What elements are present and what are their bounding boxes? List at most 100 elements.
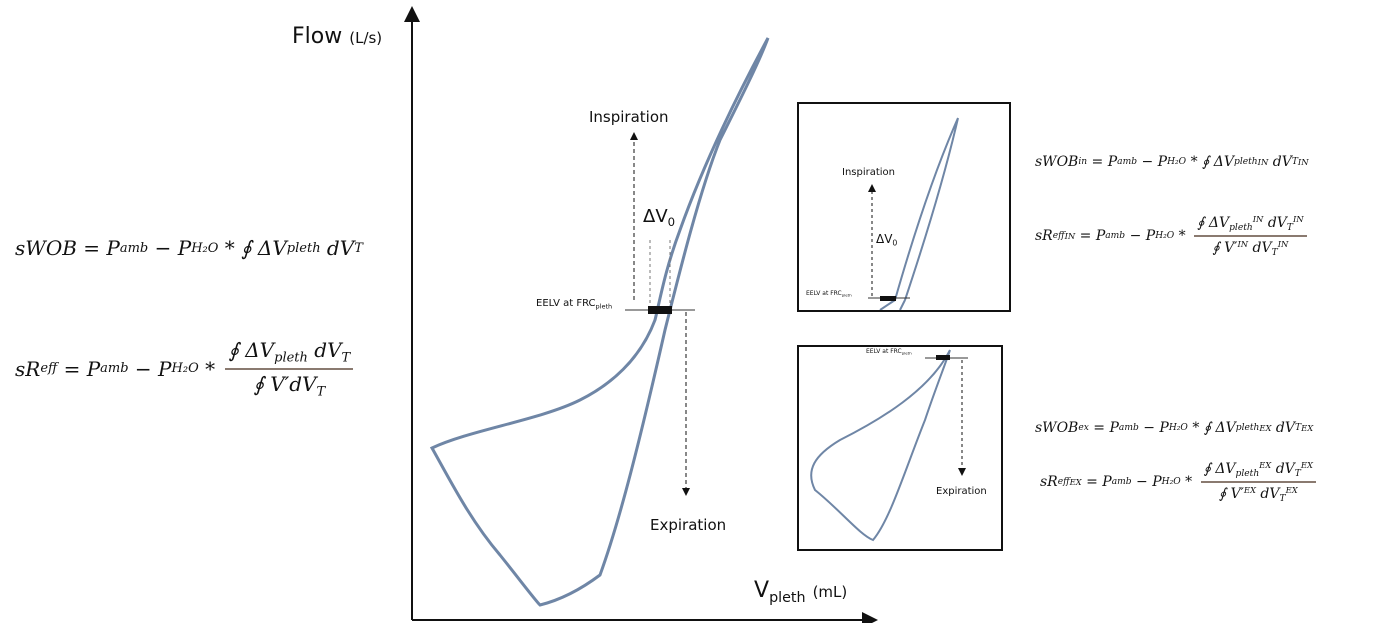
flow-volume-loop bbox=[429, 37, 770, 607]
equation-part: = P bbox=[1088, 420, 1119, 436]
y-axis-label: Flow (L/s) bbox=[292, 24, 383, 49]
equation-part: sWOB = P bbox=[15, 236, 120, 260]
equation-part: dV bbox=[1248, 240, 1272, 257]
equation-part: * bbox=[1180, 474, 1197, 491]
label: Expiration bbox=[650, 516, 727, 534]
equation-part: ∮ ΔV bbox=[1197, 215, 1230, 232]
equation-part: dV bbox=[1271, 461, 1295, 478]
denominator: ∮ V′dVT bbox=[253, 370, 325, 400]
equation-part: = P bbox=[1075, 228, 1106, 245]
equation-part: T bbox=[316, 384, 326, 400]
equation-part: amb bbox=[100, 361, 129, 377]
equation-part: H₂O bbox=[1168, 423, 1188, 433]
eelv-bar bbox=[648, 306, 672, 314]
equation-part: sR bbox=[15, 356, 41, 381]
equation-part: EX bbox=[1259, 423, 1272, 433]
equation-part: IN bbox=[1237, 239, 1249, 250]
equation-part: = P bbox=[1081, 474, 1112, 491]
equation-part: − P bbox=[1125, 228, 1156, 245]
equation-part: IN bbox=[1257, 157, 1269, 167]
label: Inspiration bbox=[589, 108, 669, 126]
inset-inspiration bbox=[797, 102, 1011, 312]
equation-part: H₂O bbox=[171, 361, 199, 377]
equation-part: − P bbox=[1131, 474, 1162, 491]
equation-part: sWOB bbox=[1035, 420, 1079, 436]
equation-part: EX bbox=[1301, 423, 1314, 433]
equation-part: in bbox=[1078, 157, 1088, 167]
equation-part: IN bbox=[1292, 214, 1304, 224]
equation-part: dV bbox=[1268, 154, 1292, 170]
equation-part: pleth bbox=[1235, 423, 1260, 433]
equation-part: = P bbox=[1087, 154, 1118, 170]
equation-part: T bbox=[1294, 469, 1301, 480]
equation-part: ex bbox=[1078, 423, 1089, 433]
equation-part: − P bbox=[148, 236, 192, 260]
equation-part: * ∮ ΔV bbox=[1187, 420, 1236, 436]
equation-part: − P bbox=[1138, 420, 1169, 436]
equation-part: dV bbox=[1263, 215, 1287, 232]
equation-part: EX bbox=[1069, 477, 1082, 488]
equation-part: pleth bbox=[1234, 157, 1258, 167]
numerator: ∮ ΔVplethIN dVTIN bbox=[1194, 214, 1307, 238]
equation-part: T bbox=[1295, 423, 1302, 433]
equation-part: amb bbox=[1118, 423, 1139, 433]
equation-part: amb bbox=[119, 240, 149, 256]
denominator: ∮ V′EX dVTEX bbox=[1219, 483, 1298, 504]
equation-part: T bbox=[1279, 494, 1286, 505]
equation-part: H₂O bbox=[1161, 477, 1181, 488]
label: Expiration bbox=[936, 486, 987, 497]
equation-part: IN bbox=[1064, 231, 1076, 242]
equation-part: sWOB bbox=[1035, 154, 1079, 170]
equation-part: ∮ V′ bbox=[1212, 240, 1238, 257]
equation-part: T bbox=[1291, 157, 1298, 167]
equation-part: * bbox=[1174, 228, 1191, 245]
equation-part: T bbox=[1286, 223, 1293, 234]
label: ΔV0 bbox=[876, 232, 898, 248]
equation-part: sR bbox=[1035, 228, 1053, 245]
equation-part: sR bbox=[1040, 474, 1058, 491]
equation-part: ∮ ΔV bbox=[1203, 461, 1236, 478]
equation-part: dV bbox=[320, 236, 355, 260]
label: ΔV0 bbox=[643, 206, 676, 230]
label: EELV at FRCpleth bbox=[806, 290, 852, 298]
equation-part: ∮ V′ bbox=[1218, 486, 1244, 503]
equation-part: pleth bbox=[1235, 469, 1260, 480]
equation-part: dV bbox=[307, 338, 342, 362]
equation-part: H₂O bbox=[1167, 157, 1187, 167]
equation-part: * ∮ ΔV bbox=[218, 236, 287, 260]
equation-part: eff bbox=[1052, 231, 1065, 242]
equation-part: IN bbox=[1252, 214, 1264, 224]
equation-part: − P bbox=[1137, 154, 1168, 170]
equation-part: H₂O bbox=[1155, 231, 1175, 242]
equation-part: T bbox=[341, 350, 351, 366]
inset-expiration bbox=[797, 345, 1003, 551]
equation-part: ∮ V′dV bbox=[253, 371, 317, 396]
equation-part: IN bbox=[1277, 239, 1289, 250]
fraction: ∮ ΔVplethEX dVTEX ∮ V′EX dVTEX bbox=[1200, 460, 1316, 504]
label: EELV at FRCpleth bbox=[866, 348, 912, 356]
inset-loop bbox=[879, 117, 959, 311]
equation-part: * ∮ ΔV bbox=[1186, 154, 1235, 170]
equation-part: * bbox=[198, 356, 222, 381]
equation-part: pleth bbox=[1229, 223, 1253, 234]
equation-part: EX bbox=[1300, 460, 1313, 470]
equation-part: pleth bbox=[286, 240, 321, 256]
equation-part: dV bbox=[1271, 420, 1295, 436]
fraction: ∮ ΔVpleth dVT ∮ V′dVT bbox=[225, 338, 354, 400]
equation-part: T bbox=[1271, 248, 1278, 259]
numerator: ∮ ΔVplethEX dVTEX bbox=[1200, 460, 1316, 484]
eelv-bar bbox=[936, 355, 950, 360]
equation-part: EX bbox=[1259, 460, 1272, 470]
equation-part: ∮ ΔV bbox=[228, 338, 275, 362]
equation-part: IN bbox=[1297, 157, 1309, 167]
equation-part: amb bbox=[1111, 477, 1132, 488]
equation-part: eff bbox=[1057, 477, 1070, 488]
